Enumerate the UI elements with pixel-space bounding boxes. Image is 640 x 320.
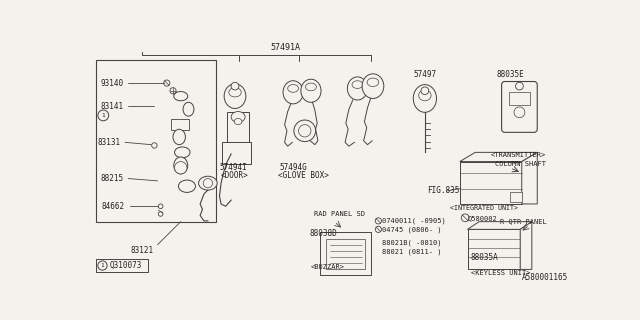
Text: 88021 (0811- ): 88021 (0811- ) — [382, 248, 442, 255]
Bar — [509, 92, 529, 105]
Text: 83141: 83141 — [100, 102, 124, 111]
Text: 88215: 88215 — [100, 174, 124, 183]
Text: Q310073: Q310073 — [109, 261, 142, 270]
Text: 83131: 83131 — [97, 138, 120, 147]
Ellipse shape — [231, 112, 245, 122]
Text: RAD PANEL SD: RAD PANEL SD — [314, 211, 365, 217]
Polygon shape — [520, 222, 532, 269]
Text: <GLOVE BOX>: <GLOVE BOX> — [278, 171, 329, 180]
Bar — [326, 239, 365, 269]
Text: FIG.835: FIG.835 — [428, 186, 460, 195]
Text: 83121: 83121 — [131, 246, 154, 255]
Ellipse shape — [367, 78, 379, 86]
Ellipse shape — [348, 77, 367, 100]
Text: <DOOR>: <DOOR> — [220, 171, 248, 180]
FancyBboxPatch shape — [502, 82, 537, 132]
Bar — [510, 192, 522, 202]
Circle shape — [175, 162, 187, 174]
Ellipse shape — [234, 118, 242, 124]
Text: <BUZZAR>: <BUZZAR> — [311, 264, 345, 270]
Bar — [172, 119, 189, 130]
Bar — [320, 232, 371, 275]
Circle shape — [98, 261, 107, 270]
Text: 04745 (0806- ): 04745 (0806- ) — [382, 227, 442, 233]
Circle shape — [516, 82, 524, 90]
Ellipse shape — [224, 84, 246, 108]
Ellipse shape — [288, 84, 298, 92]
Text: 88035A: 88035A — [470, 252, 499, 261]
Text: 88035E: 88035E — [497, 70, 525, 79]
Text: Q580002: Q580002 — [467, 215, 497, 221]
Ellipse shape — [413, 84, 436, 112]
Circle shape — [421, 87, 429, 95]
Circle shape — [158, 212, 163, 216]
Ellipse shape — [301, 79, 321, 102]
Bar — [467, 229, 520, 269]
Text: 93140: 93140 — [100, 78, 124, 88]
Text: 57491A: 57491A — [270, 43, 300, 52]
Text: <TRANSMITTER>: <TRANSMITTER> — [491, 152, 546, 158]
Circle shape — [164, 80, 170, 86]
Ellipse shape — [183, 102, 194, 116]
Ellipse shape — [283, 81, 303, 104]
Circle shape — [294, 120, 316, 141]
Ellipse shape — [173, 129, 186, 145]
Bar — [227, 112, 249, 154]
Circle shape — [98, 110, 109, 121]
Text: 88021B( -0810): 88021B( -0810) — [382, 239, 442, 246]
Text: <KEYLESS UNIT>: <KEYLESS UNIT> — [472, 270, 531, 276]
Bar — [95, 260, 148, 272]
Ellipse shape — [419, 90, 431, 101]
Ellipse shape — [305, 83, 316, 91]
Circle shape — [514, 107, 525, 118]
Ellipse shape — [198, 176, 217, 190]
Ellipse shape — [174, 92, 188, 101]
Text: 0740011( -0905): 0740011( -0905) — [382, 218, 446, 224]
Text: R QTR PANEL: R QTR PANEL — [500, 218, 547, 224]
Circle shape — [170, 88, 176, 94]
Text: COLUMN SHAFT: COLUMN SHAFT — [495, 161, 546, 167]
Ellipse shape — [174, 157, 188, 174]
Ellipse shape — [175, 147, 190, 158]
Circle shape — [158, 204, 163, 209]
Text: 1: 1 — [101, 113, 105, 118]
Circle shape — [204, 179, 212, 188]
Text: <INTEGRATED UNIT>: <INTEGRATED UNIT> — [451, 205, 518, 211]
Text: 88038D: 88038D — [309, 229, 337, 238]
Polygon shape — [522, 152, 537, 204]
Circle shape — [231, 82, 239, 90]
Text: 84662: 84662 — [102, 202, 125, 211]
Polygon shape — [460, 152, 537, 162]
Circle shape — [152, 143, 157, 148]
Text: A580001165: A580001165 — [522, 273, 568, 282]
Ellipse shape — [229, 88, 241, 97]
Text: 57497: 57497 — [413, 70, 436, 79]
Bar — [222, 142, 252, 164]
Text: 57494I: 57494I — [220, 163, 247, 172]
Polygon shape — [467, 222, 532, 229]
Circle shape — [298, 124, 311, 137]
Bar — [460, 162, 522, 204]
Text: 57494G: 57494G — [280, 163, 308, 172]
Ellipse shape — [352, 81, 363, 88]
Ellipse shape — [362, 74, 384, 99]
Text: 1: 1 — [100, 263, 104, 268]
Ellipse shape — [179, 180, 195, 192]
Bar — [95, 60, 216, 222]
